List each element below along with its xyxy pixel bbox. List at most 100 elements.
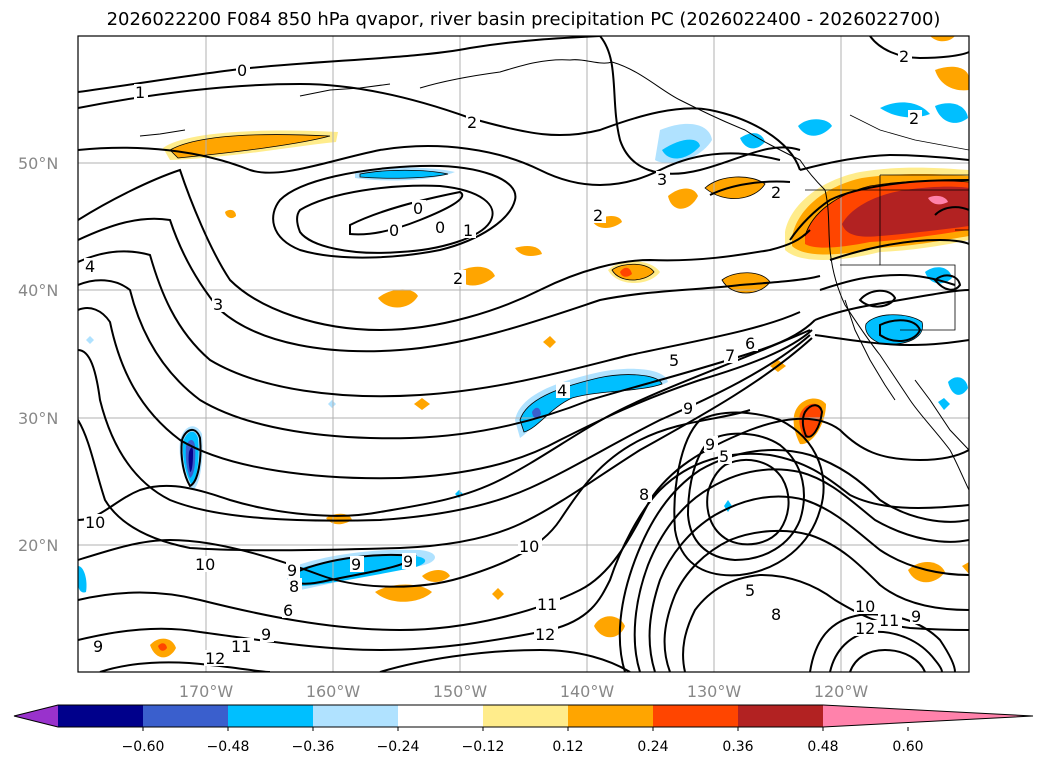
- lon-label: 140°W: [560, 682, 615, 701]
- contour-label: 9: [705, 435, 715, 454]
- precip-outline: [169, 134, 969, 433]
- precip-area-orange: [414, 398, 430, 410]
- contour-label: 10: [855, 597, 875, 616]
- contour-label: 10: [519, 537, 539, 556]
- precip-area-orange: [375, 584, 432, 602]
- precip-area-blue: [935, 103, 968, 123]
- map-title: 2026022200 F084 850 hPa qvapor, river ba…: [106, 9, 941, 30]
- precip-area-blue: [520, 374, 662, 432]
- contour-label: 0: [435, 218, 445, 237]
- contour-label: 1: [135, 83, 145, 102]
- contour-label: 8: [639, 485, 649, 504]
- colorbar-extend-right: [823, 705, 1033, 727]
- contour-label: 11: [879, 611, 899, 630]
- colorbar-tick-label: −0.36: [292, 739, 335, 755]
- contour-label: 2: [453, 269, 463, 288]
- lon-label: 170°W: [179, 682, 234, 701]
- contour-label: 8: [289, 577, 299, 596]
- precip-area-orange: [962, 562, 969, 574]
- precip-area-blue: [328, 400, 336, 408]
- precip-area-blue: [798, 119, 832, 136]
- precip-area-blue: [938, 398, 950, 410]
- precip-area-orange: [378, 289, 418, 308]
- lon-label: 160°W: [306, 682, 361, 701]
- contour-label: 2: [771, 183, 781, 202]
- contour-label: 2: [467, 113, 477, 132]
- contour-label: 9: [261, 625, 271, 644]
- colorbar-tick-label: 0.48: [807, 739, 838, 755]
- contour-label: 12: [205, 649, 225, 668]
- colorbar-tick-label: 0.12: [552, 739, 583, 755]
- contour-label: 4: [85, 257, 95, 276]
- lat-label: 30°N: [18, 409, 58, 428]
- contour-label: 3: [213, 295, 223, 314]
- precip-area-blue: [360, 170, 448, 179]
- contour-label: 11: [537, 595, 557, 614]
- precip-area-blue: [86, 336, 94, 344]
- precip-area-orange: [515, 246, 542, 256]
- colorbar-segments: [13, 704, 1034, 731]
- precip-area-blue: [78, 566, 87, 593]
- precip-area-blue: [662, 139, 700, 159]
- precip-area-pink: [928, 195, 948, 205]
- precip-area-orange: [594, 616, 625, 638]
- contour-label: 8: [771, 605, 781, 624]
- precip-area-red: [158, 643, 167, 651]
- precip-area-blue: [880, 102, 930, 118]
- lon-label: 120°W: [814, 682, 869, 701]
- contour-label: 9: [683, 399, 693, 418]
- lat-label: 20°N: [18, 536, 58, 555]
- precip-area-royal: [532, 407, 541, 419]
- precip-area-blue: [948, 377, 968, 395]
- precip-area-orange: [930, 36, 955, 42]
- lon-label: 130°W: [687, 682, 742, 701]
- colorbar-segment: [653, 705, 738, 727]
- contour-label: 2: [899, 47, 909, 66]
- lat-label: 50°N: [18, 154, 58, 173]
- contour-label: 6: [283, 601, 293, 620]
- contour-label: 1: [463, 221, 473, 240]
- colorbar-tick-label: 0.24: [637, 739, 668, 755]
- lon-label: 150°W: [433, 682, 488, 701]
- contour-label: 4: [557, 381, 567, 400]
- colorbar-tick-label: −0.60: [122, 739, 165, 755]
- contour-label: 11: [231, 637, 251, 656]
- precip-area-orange: [225, 209, 236, 219]
- precip-area-orange: [935, 66, 969, 91]
- colorbar-segment: [143, 705, 228, 727]
- contour-label: 9: [93, 637, 103, 656]
- contour-label: 5: [745, 581, 755, 600]
- colorbar-segment: [398, 705, 483, 727]
- precip-area-orange: [492, 588, 504, 600]
- contour-label: 5: [669, 351, 679, 370]
- contour-label: 2: [909, 109, 919, 128]
- colorbar-segment: [483, 705, 568, 727]
- precip-area-orange: [668, 188, 698, 209]
- precip-area-blue: [865, 314, 923, 345]
- qvapor-contours: [78, 36, 969, 672]
- contour-label: 3: [657, 170, 667, 189]
- coastlines: [139, 59, 969, 491]
- longitude-labels: 170°W 160°W 150°W 140°W 130°W 120°W: [179, 682, 869, 701]
- contour-label: 10: [85, 513, 105, 532]
- colorbar-tick-label: −0.12: [462, 739, 505, 755]
- contour-label: 9: [287, 561, 297, 580]
- contour-label: 0: [389, 221, 399, 240]
- contour-label: 2: [593, 206, 603, 225]
- colorbar-extend-left: [14, 705, 58, 727]
- colorbar-tick-label: 0.60: [892, 739, 923, 755]
- precip-area-orange: [705, 176, 765, 199]
- colorbar-ticks: −0.60 −0.48 −0.36 −0.24 −0.12 0.12 0.24 …: [122, 739, 924, 755]
- colorbar-tick-label: −0.48: [207, 739, 250, 755]
- colorbar-tick-label: −0.24: [377, 739, 420, 755]
- contour-label: 12: [855, 619, 875, 638]
- precipitation-fill-layer: [78, 36, 969, 658]
- precip-area-orange: [612, 264, 654, 280]
- precip-area-orange: [422, 570, 450, 582]
- colorbar-segment: [568, 705, 653, 727]
- contour-label: 10: [195, 555, 215, 574]
- contour-label: 9: [351, 555, 361, 574]
- contour-label: 6: [745, 334, 755, 353]
- contour-label: 12: [535, 625, 555, 644]
